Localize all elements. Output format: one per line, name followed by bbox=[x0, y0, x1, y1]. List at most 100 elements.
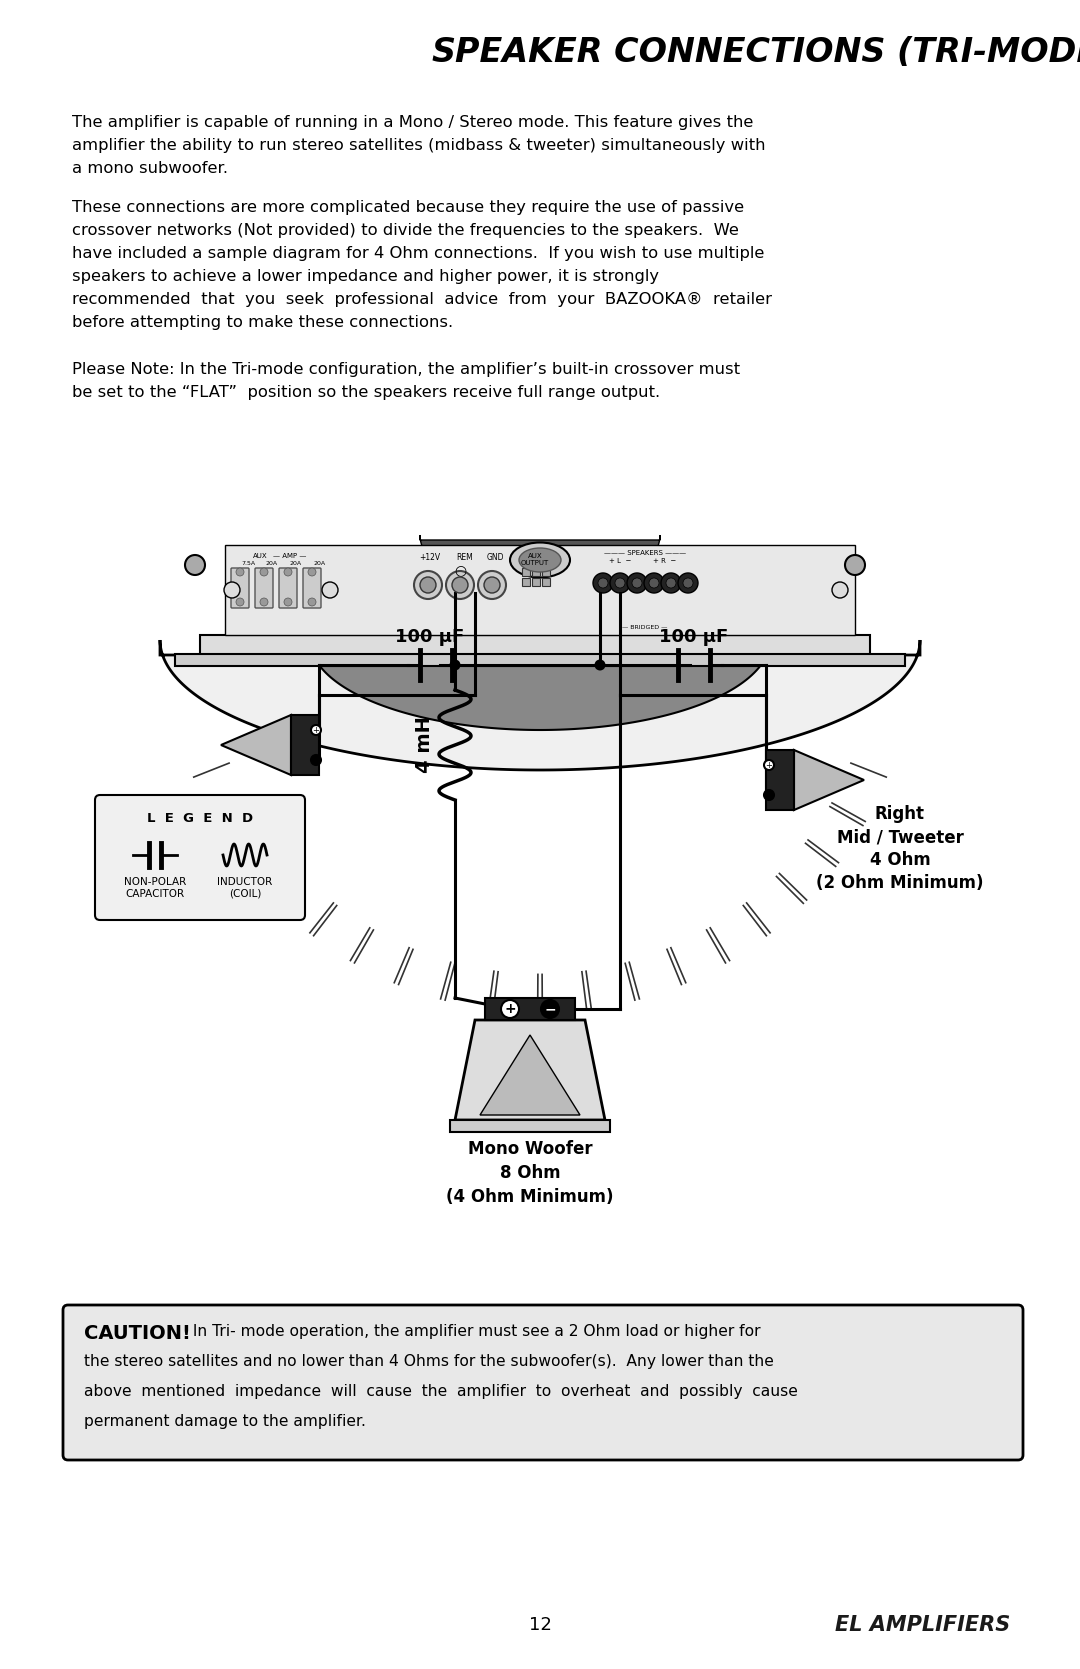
Text: +12V: +12V bbox=[419, 552, 441, 562]
Text: +: + bbox=[312, 726, 320, 734]
Circle shape bbox=[615, 577, 625, 587]
Polygon shape bbox=[310, 629, 770, 729]
Text: In Tri- mode operation, the amplifier must see a 2 Ohm load or higher for: In Tri- mode operation, the amplifier mu… bbox=[188, 1324, 760, 1339]
Circle shape bbox=[420, 577, 436, 592]
Text: AUX: AUX bbox=[253, 552, 268, 559]
Polygon shape bbox=[794, 749, 864, 809]
Text: Left: Left bbox=[166, 814, 204, 833]
Text: + R  −: + R − bbox=[653, 557, 677, 564]
Text: EL AMPLIFIERS: EL AMPLIFIERS bbox=[835, 1616, 1010, 1636]
Text: (2 Ohm Minimum): (2 Ohm Minimum) bbox=[102, 885, 269, 901]
FancyBboxPatch shape bbox=[175, 654, 905, 666]
Circle shape bbox=[311, 754, 321, 764]
Text: PEAKER CONNECTIONS (TRI-MODE): PEAKER CONNECTIONS (TRI-MODE) bbox=[455, 35, 1080, 68]
Circle shape bbox=[260, 598, 268, 606]
Circle shape bbox=[308, 567, 316, 576]
Circle shape bbox=[449, 659, 460, 671]
Polygon shape bbox=[221, 714, 291, 774]
Text: 100 μF: 100 μF bbox=[395, 628, 464, 646]
Circle shape bbox=[610, 572, 630, 592]
Text: above  mentioned  impedance  will  cause  the  amplifier  to  overheat  and  pos: above mentioned impedance will cause the… bbox=[84, 1384, 798, 1399]
Text: 4 Ohm: 4 Ohm bbox=[869, 851, 930, 870]
Circle shape bbox=[764, 759, 774, 769]
Circle shape bbox=[764, 789, 774, 799]
Text: before attempting to make these connections.: before attempting to make these connecti… bbox=[72, 315, 454, 330]
Text: 7.5A: 7.5A bbox=[241, 561, 255, 566]
Circle shape bbox=[598, 577, 608, 587]
FancyBboxPatch shape bbox=[291, 714, 319, 774]
FancyBboxPatch shape bbox=[255, 567, 273, 608]
FancyBboxPatch shape bbox=[522, 577, 530, 586]
FancyBboxPatch shape bbox=[303, 567, 321, 608]
Text: +: + bbox=[504, 1001, 516, 1016]
Text: The amplifier is capable of running in a Mono / Stereo mode. This feature gives : The amplifier is capable of running in a… bbox=[72, 115, 754, 130]
FancyBboxPatch shape bbox=[485, 998, 575, 1020]
Polygon shape bbox=[420, 536, 660, 594]
Text: INDUCTOR
(COIL): INDUCTOR (COIL) bbox=[217, 876, 272, 898]
Circle shape bbox=[649, 577, 659, 587]
Text: CAUTION!: CAUTION! bbox=[84, 1324, 191, 1344]
Polygon shape bbox=[455, 1020, 605, 1120]
Circle shape bbox=[284, 598, 292, 606]
Text: 4 mH: 4 mH bbox=[416, 716, 434, 773]
Text: 20A: 20A bbox=[314, 561, 326, 566]
Text: permanent damage to the amplifier.: permanent damage to the amplifier. bbox=[84, 1414, 366, 1429]
Circle shape bbox=[224, 582, 240, 598]
Text: S: S bbox=[432, 35, 456, 68]
Circle shape bbox=[632, 577, 642, 587]
Text: speakers to achieve a lower impedance and higher power, it is strongly: speakers to achieve a lower impedance an… bbox=[72, 269, 659, 284]
Circle shape bbox=[478, 571, 507, 599]
Text: NON-POLAR
CAPACITOR: NON-POLAR CAPACITOR bbox=[124, 876, 186, 898]
FancyBboxPatch shape bbox=[532, 567, 540, 576]
Circle shape bbox=[845, 556, 865, 576]
Text: (4 Ohm Minimum): (4 Ohm Minimum) bbox=[446, 1188, 613, 1207]
Circle shape bbox=[446, 571, 474, 599]
Circle shape bbox=[453, 577, 468, 592]
Text: 20A: 20A bbox=[266, 561, 278, 566]
Circle shape bbox=[832, 582, 848, 598]
FancyBboxPatch shape bbox=[532, 577, 540, 586]
Text: 100 μF: 100 μF bbox=[660, 628, 729, 646]
Circle shape bbox=[185, 556, 205, 576]
FancyBboxPatch shape bbox=[542, 567, 550, 576]
Text: a mono subwoofer.: a mono subwoofer. bbox=[72, 160, 228, 175]
Text: Mono Woofer: Mono Woofer bbox=[468, 1140, 592, 1158]
Circle shape bbox=[666, 577, 676, 587]
Text: 8 Ohm: 8 Ohm bbox=[500, 1163, 561, 1182]
Circle shape bbox=[683, 577, 693, 587]
FancyBboxPatch shape bbox=[231, 567, 249, 608]
Text: + L  −: + L − bbox=[609, 557, 631, 564]
Circle shape bbox=[678, 572, 698, 592]
Circle shape bbox=[322, 582, 338, 598]
Circle shape bbox=[414, 571, 442, 599]
Text: REM: REM bbox=[457, 552, 473, 562]
Text: crossover networks (Not provided) to divide the frequencies to the speakers.  We: crossover networks (Not provided) to div… bbox=[72, 224, 739, 239]
Text: These connections are more complicated because they require the use of passive: These connections are more complicated b… bbox=[72, 200, 744, 215]
FancyBboxPatch shape bbox=[522, 567, 530, 576]
Text: ——— SPEAKERS ———: ——— SPEAKERS ——— bbox=[604, 551, 686, 556]
FancyBboxPatch shape bbox=[200, 634, 870, 658]
FancyBboxPatch shape bbox=[450, 1120, 610, 1132]
Text: +: + bbox=[766, 761, 772, 769]
Text: Mid / Tweeter: Mid / Tweeter bbox=[837, 828, 963, 846]
Text: (2 Ohm Minimum): (2 Ohm Minimum) bbox=[816, 875, 984, 891]
Polygon shape bbox=[480, 1035, 580, 1115]
Text: Mid / Tweeter: Mid / Tweeter bbox=[122, 838, 248, 856]
Text: recommended  that  you  seek  professional  advice  from  your  BAZOOKA®  retail: recommended that you seek professional a… bbox=[72, 292, 772, 307]
Text: Please Note: In the Tri-mode configuration, the amplifier’s built-in crossover m: Please Note: In the Tri-mode configurati… bbox=[72, 362, 740, 377]
Circle shape bbox=[237, 567, 244, 576]
Text: 12: 12 bbox=[528, 1616, 552, 1634]
FancyBboxPatch shape bbox=[63, 1305, 1023, 1460]
Circle shape bbox=[260, 567, 268, 576]
Circle shape bbox=[644, 572, 664, 592]
Circle shape bbox=[284, 567, 292, 576]
Text: OUTPUT: OUTPUT bbox=[521, 561, 549, 566]
Circle shape bbox=[237, 598, 244, 606]
Text: ○: ○ bbox=[454, 562, 467, 577]
Text: 4 Ohm: 4 Ohm bbox=[154, 861, 215, 880]
Circle shape bbox=[594, 659, 606, 671]
Polygon shape bbox=[160, 639, 920, 769]
Circle shape bbox=[593, 572, 613, 592]
Text: GND: GND bbox=[486, 552, 503, 562]
Text: have included a sample diagram for 4 Ohm connections.  If you wish to use multip: have included a sample diagram for 4 Ohm… bbox=[72, 245, 765, 260]
